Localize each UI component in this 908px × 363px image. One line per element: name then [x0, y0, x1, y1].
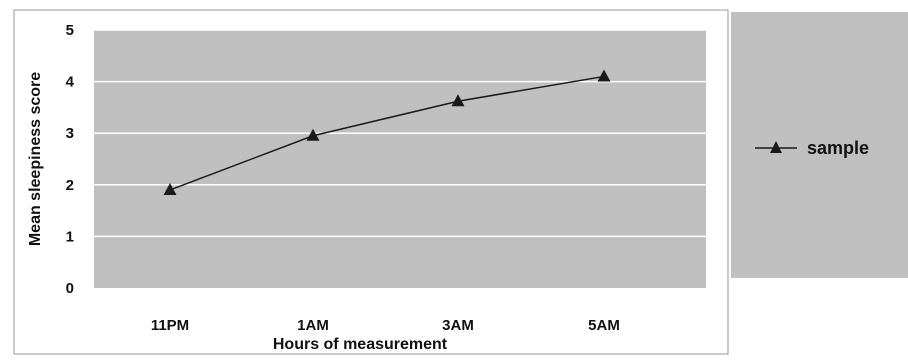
x-axis-ticks: 11PM 1AM 3AM 5AM: [151, 317, 620, 334]
legend-item: sample: [755, 138, 869, 158]
x-tick-label: 5AM: [588, 317, 620, 334]
x-axis-title: Hours of measurement: [273, 336, 448, 353]
x-tick-label: 1AM: [297, 317, 329, 334]
series: [163, 69, 611, 195]
series-line: [169, 75, 605, 191]
y-tick-label: 5: [66, 22, 74, 39]
legend-triangle-marker: [770, 141, 782, 153]
y-axis-ticks: 0 1 2 3 4 5: [66, 22, 75, 297]
data-point-marker: [451, 94, 465, 107]
gridlines: [94, 29, 706, 238]
data-point-marker: [163, 182, 177, 195]
y-tick-label: 3: [66, 125, 74, 142]
y-tick-label: 1: [66, 228, 74, 245]
x-tick-label: 3AM: [442, 317, 474, 334]
x-tick-label: 11PM: [151, 317, 189, 334]
y-tick-label: 2: [66, 177, 74, 194]
y-tick-label: 0: [66, 280, 74, 297]
data-point-marker: [306, 128, 320, 141]
legend-label: sample: [807, 138, 869, 158]
plot-area: [94, 30, 706, 288]
chart-frame: [13, 9, 729, 355]
y-tick-label: 4: [66, 74, 75, 91]
y-axis-title: Mean sleepiness score: [27, 72, 44, 246]
legend-box: [731, 12, 908, 278]
data-point-marker: [597, 69, 611, 82]
